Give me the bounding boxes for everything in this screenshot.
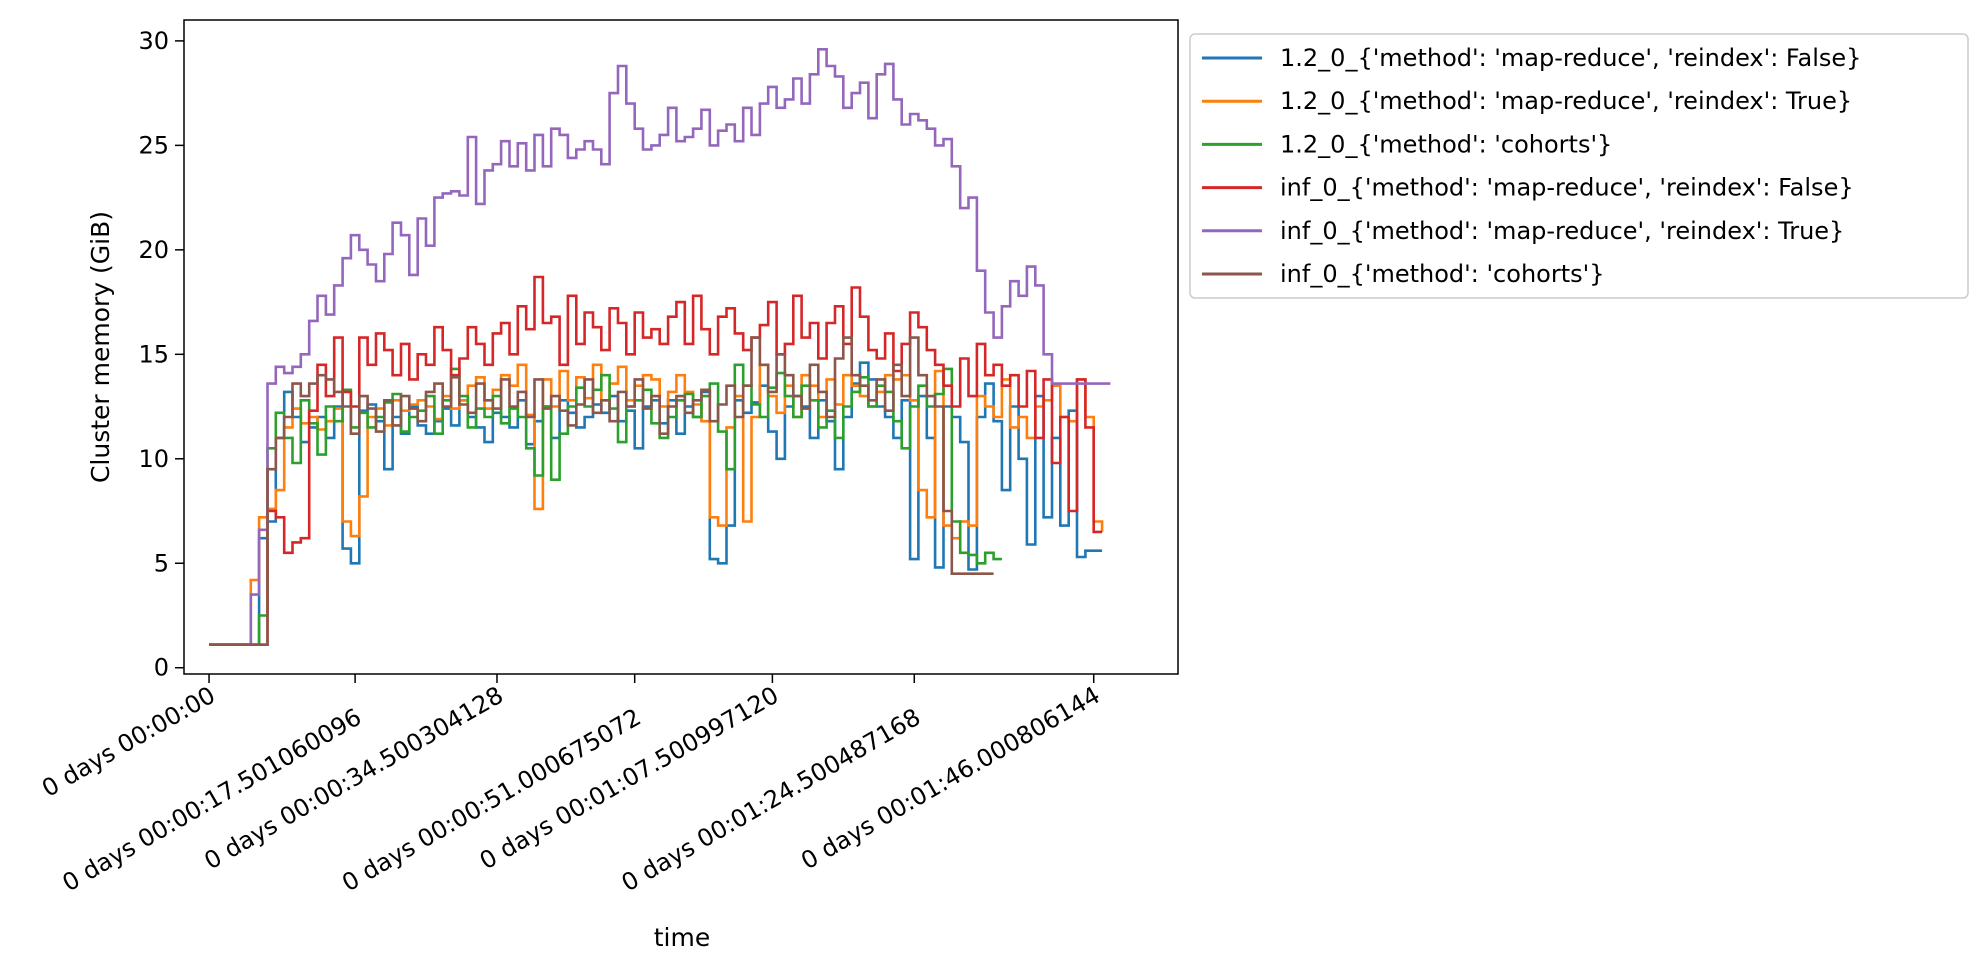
legend: 1.2_0_{'method': 'map-reduce', 'reindex'… — [1189, 33, 1969, 299]
legend-label: 1.2_0_{'method': 'map-reduce', 'reindex'… — [1280, 87, 1852, 115]
y-tick-label: 20 — [138, 236, 169, 264]
y-tick-label: 0 — [154, 654, 169, 682]
plot-frame — [183, 19, 1179, 675]
series-line-0 — [209, 361, 1103, 646]
legend-frame — [1189, 33, 1969, 299]
y-tick-label: 5 — [154, 549, 169, 577]
x-axis: 0 days 00:00:000 days 00:00:17.501060096… — [37, 674, 1105, 897]
series-line-4 — [209, 48, 1111, 646]
y-tick-label: 25 — [138, 131, 169, 159]
series-lines — [209, 48, 1111, 646]
series-line-5 — [209, 336, 994, 646]
x-tick-label: 0 days 00:00:00 — [37, 681, 220, 803]
y-tick-label: 10 — [138, 445, 169, 473]
y-tick-label: 15 — [138, 340, 169, 368]
series-line-3 — [209, 275, 1103, 646]
x-axis-label: time — [654, 923, 710, 952]
x-tick-label: 0 days 00:01:24.500487168 — [617, 703, 925, 897]
legend-label: inf_0_{'method': 'map-reduce', 'reindex'… — [1280, 174, 1854, 202]
legend-label: inf_0_{'method': 'map-reduce', 'reindex'… — [1280, 217, 1844, 245]
y-tick-label: 30 — [138, 27, 169, 55]
y-axis: 0 5 10 15 20 25 30 — [138, 27, 184, 682]
legend-label: inf_0_{'method': 'cohorts'} — [1280, 260, 1604, 288]
x-tick-label: 0 days 00:01:46.000806144 — [796, 681, 1104, 875]
legend-label: 1.2_0_{'method': 'map-reduce', 'reindex'… — [1280, 44, 1861, 72]
y-axis-label: Cluster memory (GiB) — [86, 211, 115, 483]
legend-label: 1.2_0_{'method': 'cohorts'} — [1280, 130, 1612, 158]
